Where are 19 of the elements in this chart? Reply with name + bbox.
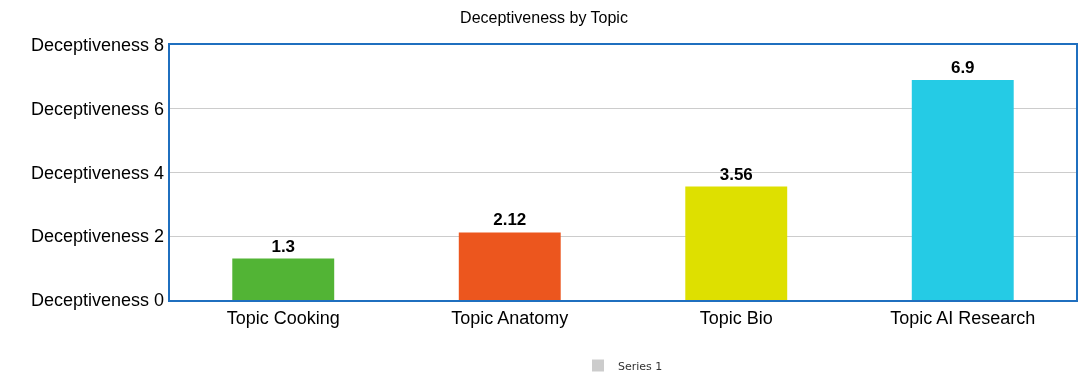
text: Deceptiveness 2 (31, 226, 165, 246)
bar (458, 232, 561, 300)
chart-title: Deceptiveness by Topic (460, 8, 628, 26)
x-tick-label: Topic Anatomy (451, 307, 569, 328)
text: Deceptiveness 0 (31, 290, 165, 310)
bar (911, 80, 1014, 300)
bar (232, 258, 335, 300)
bar (685, 186, 788, 300)
text: Deceptiveness 6 (31, 99, 165, 119)
data-label: 2.12 (493, 210, 527, 230)
text: Series 1 (618, 359, 663, 373)
data-label: 3.56 (719, 164, 753, 184)
x-tick-label: Topic Bio (699, 307, 773, 328)
text: Deceptiveness 4 (31, 163, 165, 183)
x-tick-label: Topic Cooking (226, 307, 340, 328)
x-tick-label: Topic AI Research (890, 307, 1036, 328)
data-label: 6.9 (950, 58, 975, 78)
data-label: 1.3 (271, 236, 296, 256)
text: Deceptiveness 8 (31, 35, 165, 55)
